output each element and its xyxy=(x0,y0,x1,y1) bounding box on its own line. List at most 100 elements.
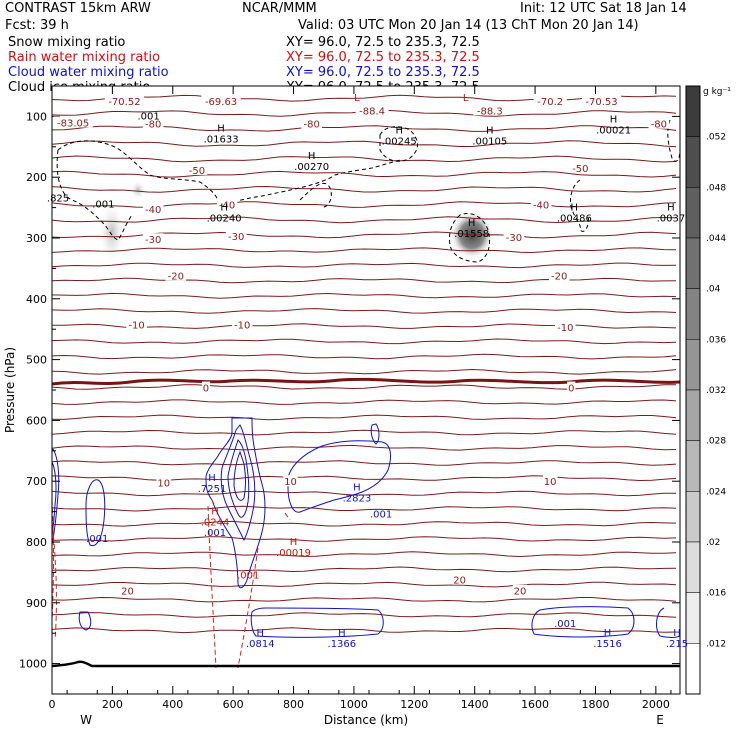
colorbar-label: .052 xyxy=(706,133,726,143)
temperature-label-bg xyxy=(283,475,298,487)
isotherm-line xyxy=(52,308,677,314)
extremum-marker: H xyxy=(220,203,228,214)
isotherm-line xyxy=(52,353,677,360)
isotherm-line xyxy=(52,429,677,436)
y-tick-label: 100 xyxy=(26,110,47,123)
extremum-value: .01558 xyxy=(454,229,489,240)
extremum-marker: H xyxy=(673,628,681,639)
extremum-value: .001 xyxy=(86,534,108,545)
colorbar-box xyxy=(685,440,701,492)
temperature-label-bg xyxy=(530,198,552,210)
colorbar-label: .044 xyxy=(706,234,726,244)
extremum-value: .7251 xyxy=(198,484,227,495)
y-tick-label: 900 xyxy=(26,597,47,610)
colorbar-label: .032 xyxy=(706,386,726,396)
extremum-value: .1516 xyxy=(593,639,622,650)
temperature-label: -70.53 xyxy=(585,97,617,108)
extremum-value: .2823 xyxy=(343,493,372,504)
extremum-marker: H xyxy=(211,507,219,518)
cloud-water-contours xyxy=(52,417,680,638)
colorbar-box xyxy=(685,288,701,340)
temperature-label-bg xyxy=(104,95,145,107)
snow-contour xyxy=(299,182,332,208)
extremum-marker: L xyxy=(354,93,360,104)
x-tick-label: 1800 xyxy=(581,698,609,711)
field-name-cloud-water: Cloud water mixing ratio xyxy=(8,65,169,80)
temperature-label-bg xyxy=(301,117,322,129)
extremum-marker: H xyxy=(338,628,346,639)
temperature-label-bg xyxy=(570,162,591,174)
temperature-label: 20 xyxy=(121,587,134,598)
extremum-marker: H xyxy=(486,125,494,136)
colorbar-frame xyxy=(685,85,701,695)
extremum-marker: H xyxy=(217,124,225,135)
isotherm-line xyxy=(52,216,677,224)
isotherm-line xyxy=(52,596,677,603)
isotherm-line xyxy=(52,170,677,178)
y-tick-label: 1000 xyxy=(19,658,47,671)
extremum-marker: H xyxy=(257,628,265,639)
extremum-value: .00021 xyxy=(596,125,631,136)
isotherm-line xyxy=(52,581,677,588)
isotherm-line xyxy=(52,612,677,618)
temperature-label-bg xyxy=(142,117,164,129)
x-tick-label: 1200 xyxy=(400,698,428,711)
colorbar-box xyxy=(685,237,701,289)
temperature-label: -10 xyxy=(557,323,573,334)
temperature-label-bg xyxy=(503,230,525,242)
colorbar-label: .048 xyxy=(706,183,726,193)
extremum-marker: H xyxy=(571,203,579,214)
isotherm-line xyxy=(52,627,677,634)
temperature-label: -69.63 xyxy=(205,97,237,108)
y-tick-label: 700 xyxy=(26,475,47,488)
header-fcst: Fcst: 39 h xyxy=(5,18,69,33)
temperature-label: -30 xyxy=(506,233,522,244)
temperature-label-bg xyxy=(452,573,467,585)
colorbar-label: .028 xyxy=(706,437,726,447)
cloud-ice-shading xyxy=(98,200,126,264)
temperature-label: -80 xyxy=(145,120,161,131)
temperature-label: 20 xyxy=(453,576,466,587)
field-xy-snow: XY= 96.0, 72.5 to 235.3, 72.5 xyxy=(286,35,480,50)
x-tick-label: 400 xyxy=(162,698,183,711)
extremum-marker: H xyxy=(353,482,361,493)
snow-contour xyxy=(57,140,401,207)
colorbar-label: .04 xyxy=(706,285,721,295)
y-tick-label: 300 xyxy=(26,232,47,245)
temperature-label: -83.05 xyxy=(57,118,89,129)
header-valid: Valid: 03 UTC Mon 20 Jan 14 (13 ChT Mon … xyxy=(298,18,639,33)
extremum-value: .001 xyxy=(237,570,259,581)
extremum-value: .00270 xyxy=(294,162,329,173)
temperature-label: 10 xyxy=(157,478,170,489)
x-tick-label: 1600 xyxy=(521,698,549,711)
extrema-labels: L LH.01633H.00245H.00105H.00021H.00270H.0… xyxy=(47,93,688,650)
temperature-label-bg xyxy=(201,95,241,107)
snow-contour xyxy=(667,119,680,162)
x-tick-label: 800 xyxy=(283,698,304,711)
rain-contours xyxy=(52,499,291,669)
temperature-label: -40 xyxy=(145,205,161,216)
temperature-label-bg xyxy=(355,104,389,116)
temperature-label: -80 xyxy=(651,120,667,131)
extremum-marker: H xyxy=(208,473,216,484)
isotherm-line xyxy=(52,277,677,284)
isotherm-line xyxy=(52,185,677,193)
snow-contour xyxy=(379,126,418,162)
temperature-label: -40 xyxy=(219,201,235,212)
colorbar-box xyxy=(685,85,701,137)
temperature-label: -80 xyxy=(303,120,319,131)
temperature-label: -88.3 xyxy=(477,106,503,117)
extremum-marker: H xyxy=(604,628,612,639)
x-tick-label: 0 xyxy=(49,698,56,711)
temperature-label: -50 xyxy=(189,166,205,177)
temperature-label-bg xyxy=(512,584,528,596)
temperature-label: -10 xyxy=(128,320,144,331)
temperature-label: 0 xyxy=(568,384,574,395)
extremum-value: .0814 xyxy=(246,639,275,650)
x-tick-label: 1400 xyxy=(461,698,489,711)
extremum-value: .001 xyxy=(554,619,576,630)
temperature-label: -40 xyxy=(533,201,549,212)
isotherm-line xyxy=(52,414,677,421)
temperature-label: -30 xyxy=(228,232,244,243)
isotherm-line xyxy=(52,475,677,482)
